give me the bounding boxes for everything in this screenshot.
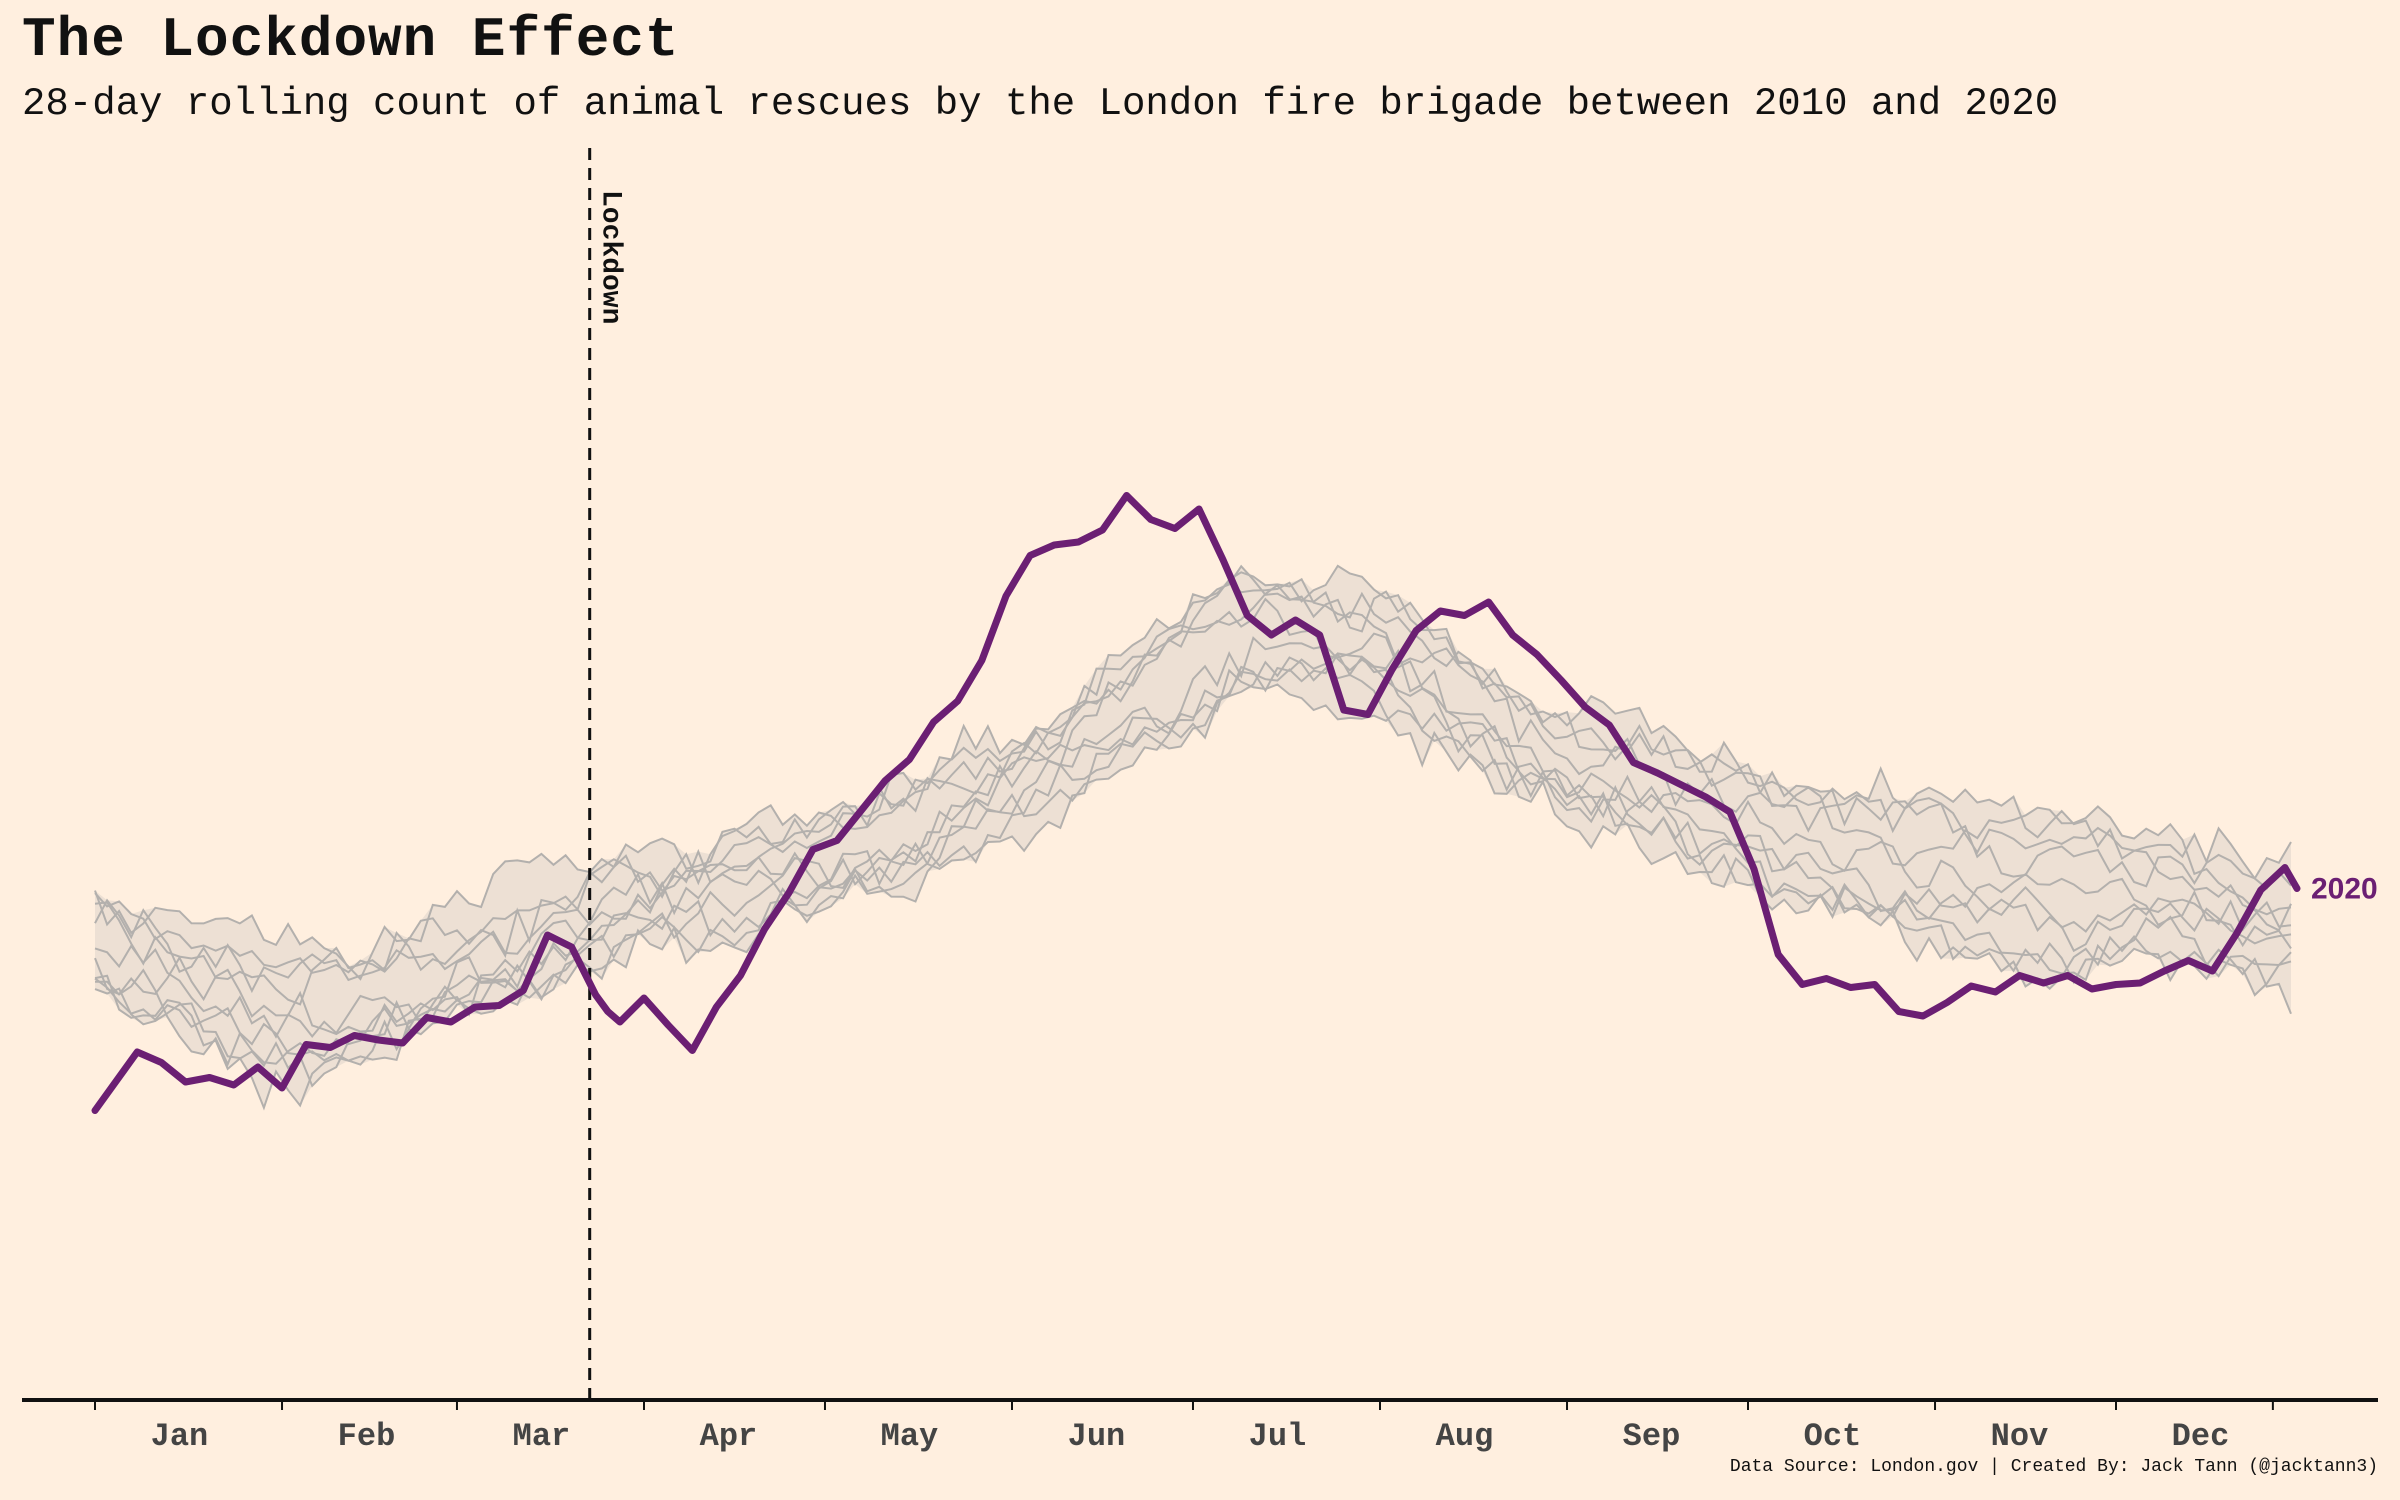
x-tick-label: May bbox=[881, 1418, 939, 1455]
past-year-line bbox=[94, 648, 2292, 1062]
x-tick-label: Mar bbox=[513, 1418, 571, 1455]
past-year-line bbox=[94, 571, 2292, 981]
x-axis-ticks bbox=[94, 1400, 2274, 1410]
past-year-line bbox=[94, 668, 2292, 1088]
x-tick-label: Aug bbox=[1436, 1418, 1494, 1455]
x-tick-label: Sep bbox=[1623, 1418, 1681, 1455]
x-tick-label: Jul bbox=[1249, 1418, 1307, 1455]
past-year-line bbox=[94, 564, 2292, 1006]
past-year-line bbox=[94, 652, 2292, 1111]
x-tick-label: Dec bbox=[2172, 1418, 2230, 1455]
x-axis-labels: Jan Feb Mar Apr May Jun Jul Aug Sep Oct Nov Dec bbox=[151, 1418, 2230, 1455]
x-tick-label: Jan bbox=[151, 1418, 209, 1455]
chart-title: The Lockdown Effect bbox=[22, 8, 680, 72]
series-2020-label: 2020 bbox=[2311, 873, 2378, 906]
series-2020-line bbox=[91, 492, 2301, 1114]
x-tick-label: Oct bbox=[1804, 1418, 1862, 1455]
lockdown-label: Lockdown bbox=[595, 190, 626, 324]
past-year-line bbox=[94, 583, 2292, 974]
chart-subtitle: 28-day rolling count of animal rescues b… bbox=[22, 82, 2059, 126]
x-tick-label: Apr bbox=[700, 1418, 758, 1455]
x-tick-label: Nov bbox=[1991, 1418, 2049, 1455]
source-caption: Data Source: London.gov | Created By: Ja… bbox=[1729, 1457, 2378, 1477]
past-year-line bbox=[94, 597, 2292, 1039]
past-years-lines bbox=[94, 564, 2292, 1111]
x-tick-label: Feb bbox=[338, 1418, 396, 1455]
x-tick-label: Jun bbox=[1068, 1418, 1126, 1455]
past-year-line bbox=[94, 564, 2292, 994]
